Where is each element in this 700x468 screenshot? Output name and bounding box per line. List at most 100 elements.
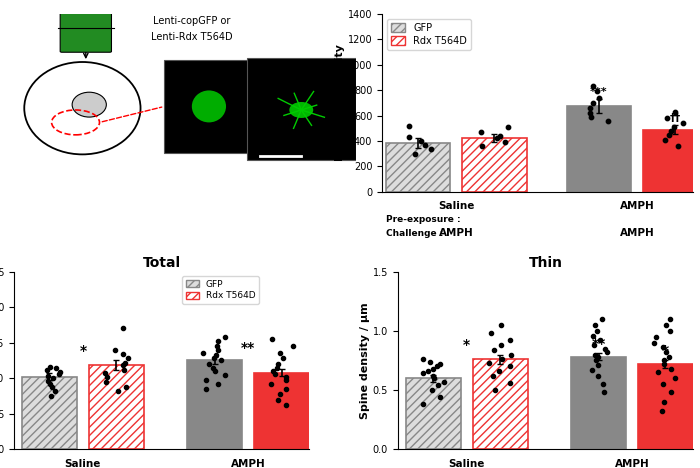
Point [426,386,438,394]
Point [669,374,680,382]
Point [220,333,231,341]
Text: Saline: Saline [438,201,475,212]
Point [477,142,488,150]
Point [670,108,681,116]
Point [198,350,209,357]
Point [213,380,224,388]
Point [45,392,56,400]
Bar [643,130,700,192]
Point [212,346,223,353]
Point [496,341,507,349]
Point [41,366,52,373]
Point [207,364,218,371]
Point [101,378,112,386]
Point [505,351,517,358]
Point [483,359,494,366]
Title: Thin: Thin [528,256,562,271]
Point [665,389,676,396]
Point [678,119,689,127]
Point [270,370,281,378]
Text: *: * [463,338,470,352]
Point [101,373,112,380]
Point [488,346,499,353]
Point [432,363,443,370]
Bar [22,377,77,449]
Point [280,376,291,383]
Bar [89,366,144,449]
Point [120,359,131,366]
Point [46,383,57,390]
Point [592,88,603,95]
Point [587,332,598,339]
Text: ***: *** [590,87,608,97]
Point [45,380,56,388]
Point [428,372,439,380]
Point [502,123,513,131]
Point [659,398,670,406]
Point [200,385,211,393]
Point [664,315,676,323]
Text: AMPH: AMPH [439,228,474,238]
Point [415,137,426,145]
Point [273,396,284,403]
Point [122,355,133,362]
Point [426,145,437,152]
Point [489,386,500,394]
Point [428,374,440,382]
Point [486,329,497,337]
Point [664,131,675,139]
Bar [246,58,356,160]
Point [488,372,499,380]
Point [660,321,671,329]
Point [666,127,677,134]
Point [45,363,56,371]
Point [658,380,669,388]
Point [210,367,221,375]
Point [594,336,606,344]
Text: ††: †† [669,113,680,123]
Point [587,99,598,107]
Point [118,325,129,332]
Point [55,368,66,375]
Point [499,138,510,145]
Point [425,358,436,366]
Ellipse shape [72,92,106,117]
Point [112,387,123,395]
Point [417,370,428,377]
Point [49,387,60,395]
Text: a.c: a.c [55,86,69,95]
Bar [164,60,253,153]
Legend: GFP, Rdx T564D: GFP, Rdx T564D [182,276,259,304]
Point [422,367,433,375]
Point [278,355,289,362]
Point [267,367,279,375]
Bar [566,106,631,192]
Point [50,365,62,372]
Point [658,360,669,368]
Ellipse shape [192,90,226,123]
Point [273,360,284,368]
Point [657,408,668,415]
Text: **: ** [241,341,256,355]
Point [648,339,659,346]
Text: Lenti-Rdx T564D: Lenti-Rdx T564D [151,32,232,42]
Point [601,348,612,356]
Point [48,374,59,382]
Point [650,333,662,341]
Point [267,336,278,343]
Point [584,104,596,112]
Text: Challenge :: Challenge : [386,229,444,238]
Bar [406,378,461,449]
Point [592,372,603,380]
Point [495,132,506,139]
Point [584,109,596,117]
Text: AMPH: AMPH [620,201,654,212]
Point [586,366,597,373]
Point [216,357,227,364]
Point [603,117,614,124]
Y-axis label: Locomotor activity: Locomotor activity [335,44,345,161]
Point [220,371,231,379]
Point [673,142,684,150]
Point [668,123,679,131]
Text: AMPH: AMPH [620,228,654,238]
